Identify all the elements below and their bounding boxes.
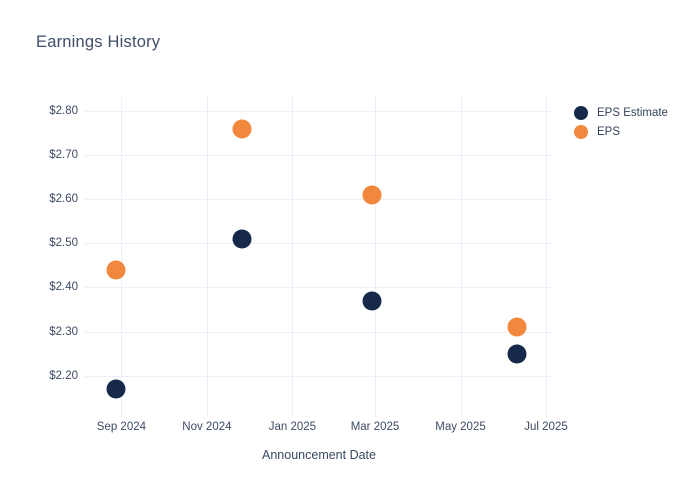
x-gridline	[375, 97, 376, 417]
y-tick-label: $2.50	[49, 237, 78, 250]
x-gridline	[460, 97, 462, 417]
y-gridline	[85, 375, 553, 377]
legend-label: EPS Estimate	[597, 107, 668, 119]
legend: EPS Estimate EPS	[574, 106, 668, 144]
x-tick-label: May 2025	[435, 421, 486, 433]
y-gridline	[85, 331, 553, 333]
y-gridline	[85, 155, 553, 157]
data-point-eps[interactable]	[232, 119, 252, 139]
x-tick-label: Jul 2025	[524, 421, 568, 433]
y-tick-label: $2.60	[49, 193, 78, 206]
data-point-eps[interactable]	[362, 185, 382, 205]
data-point-eps[interactable]	[507, 317, 527, 337]
y-tick-label: $2.40	[49, 281, 78, 294]
legend-dot-icon	[574, 125, 588, 139]
chart-title: Earnings History	[36, 33, 161, 51]
x-gridline	[292, 97, 294, 417]
y-tick-label: $2.70	[49, 149, 78, 162]
data-point-eps[interactable]	[106, 260, 126, 280]
x-tick-label: Mar 2025	[350, 421, 400, 433]
x-axis-title: Announcement Date	[262, 448, 376, 462]
x-gridline	[206, 97, 208, 417]
x-tick-label: Sep 2024	[96, 421, 147, 433]
legend-label: EPS	[597, 126, 621, 138]
data-point-eps-estimate[interactable]	[232, 229, 252, 249]
y-tick-label: $2.30	[49, 325, 78, 338]
y-tick-label: $2.20	[49, 369, 78, 382]
x-gridline	[546, 97, 547, 417]
y-gridline	[85, 287, 553, 289]
data-point-eps-estimate[interactable]	[507, 344, 527, 363]
y-gridline	[85, 199, 553, 201]
y-gridline	[85, 111, 553, 113]
legend-item-eps[interactable]: EPS	[574, 125, 668, 139]
x-tick-label: Jan 2025	[268, 421, 317, 433]
data-point-eps-estimate[interactable]	[106, 379, 126, 399]
x-tick-label: Nov 2024	[182, 421, 232, 433]
data-point-eps-estimate[interactable]	[362, 291, 382, 311]
y-tick-label: $2.80	[49, 105, 78, 118]
legend-dot-icon	[574, 106, 588, 120]
x-gridline	[121, 97, 123, 417]
legend-item-eps-estimate[interactable]: EPS Estimate	[574, 106, 668, 120]
y-gridline	[85, 243, 553, 245]
